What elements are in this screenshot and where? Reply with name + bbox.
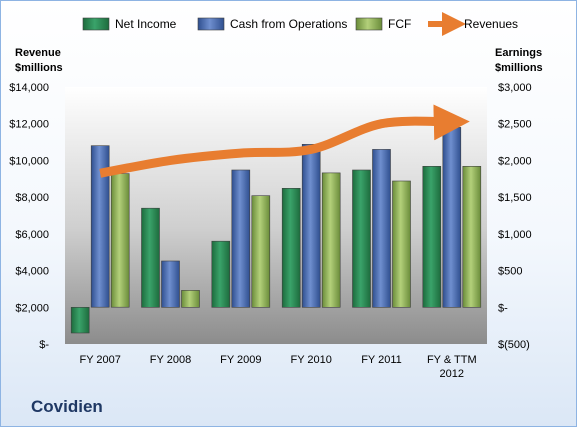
x-axis-ticks: FY 2007 FY 2008 FY 2009 FY 2010 FY 2011 FY & … — [80, 354, 477, 380]
left-axis-title-line: Revenue — [15, 47, 61, 59]
bar-cash-from-operations-1 — [90, 145, 110, 308]
right-tick-label: $1,500 — [498, 192, 532, 204]
bar-fcf-6 — [462, 166, 482, 308]
plot-area — [65, 87, 487, 344]
bar-fcf-4 — [321, 172, 341, 308]
right-tick-label: $500 — [498, 266, 522, 278]
right-axis-title-line: $millions — [495, 62, 543, 74]
right-tick-label: $(500) — [498, 339, 530, 351]
left-tick-label: $6,000 — [15, 229, 49, 241]
left-tick-label: $4,000 — [15, 266, 49, 278]
bar-net-income-4 — [281, 188, 301, 308]
left-tick-label: $8,000 — [15, 192, 49, 204]
x-tick-label: FY 2009 — [220, 354, 261, 366]
bar-net-income-5 — [352, 169, 371, 308]
legend-label-cash-from-operations: Cash from Operations — [230, 17, 347, 31]
left-axis-title: Revenue $millions — [15, 47, 63, 74]
bar-fcf-2 — [181, 290, 200, 308]
legend-swatch-fcf — [355, 17, 383, 31]
bar-fcf-1 — [110, 173, 130, 308]
revenue-line-group — [99, 104, 470, 178]
left-axis-ticks: $- $2,000 $4,000 $6,000 $8,000 $10,000 $12,000… — [9, 82, 49, 351]
bar-cash-from-operations-2 — [161, 260, 180, 308]
right-tick-label: $- — [498, 302, 508, 314]
left-tick-label: $2,000 — [15, 302, 49, 314]
right-tick-label: $3,000 — [498, 82, 532, 94]
right-tick-label: $1,000 — [498, 229, 532, 241]
legend-swatch-cash-from-operations — [197, 17, 225, 31]
legend-swatch-net-income — [82, 17, 110, 31]
bar-cash-from-operations-4 — [301, 144, 321, 308]
left-tick-label: $14,000 — [9, 82, 49, 94]
right-tick-label: $2,500 — [498, 119, 532, 131]
bar-net-income-2 — [141, 207, 160, 308]
legend-label-fcf: FCF — [388, 17, 411, 31]
right-axis-title-line: Earnings — [495, 47, 542, 59]
right-axis-title: Earnings $millions — [495, 47, 543, 74]
right-tick-label: $2,000 — [498, 155, 532, 167]
left-tick-label: $10,000 — [9, 155, 49, 167]
bar-net-income-1 — [70, 306, 90, 334]
x-tick-label: FY 2010 — [291, 354, 332, 366]
legend-label-net-income: Net Income — [115, 17, 177, 31]
bar-cash-from-operations-6 — [442, 127, 462, 308]
revenue-line — [99, 104, 470, 178]
x-tick-label: FY 2007 — [80, 354, 121, 366]
legend: Net Income Cash from Operations FCF Revenue… — [82, 12, 518, 36]
left-tick-label: $12,000 — [9, 119, 49, 131]
bar-cash-from-operations-5 — [372, 149, 391, 308]
bars-group — [70, 127, 482, 334]
legend-label-revenues: Revenues — [464, 17, 518, 31]
left-axis-title-line: $millions — [15, 62, 63, 74]
bar-fcf-5 — [392, 180, 411, 308]
x-tick-label: FY 2008 — [150, 354, 191, 366]
x-tick-label: FY 2011 — [361, 354, 402, 366]
bar-net-income-3 — [211, 240, 231, 308]
x-tick-label: 2012 — [440, 368, 464, 380]
bar-net-income-6 — [422, 166, 442, 308]
x-tick-label: FY & TTM — [427, 354, 477, 366]
bar-cash-from-operations-3 — [231, 169, 251, 308]
company-title: Covidien — [31, 397, 103, 416]
right-axis-ticks: $(500) $- $500 $1,000 $1,500 $2,000 $2,500 $3,0… — [498, 82, 532, 351]
left-tick-label: $- — [39, 339, 49, 351]
bar-fcf-3 — [251, 195, 271, 308]
